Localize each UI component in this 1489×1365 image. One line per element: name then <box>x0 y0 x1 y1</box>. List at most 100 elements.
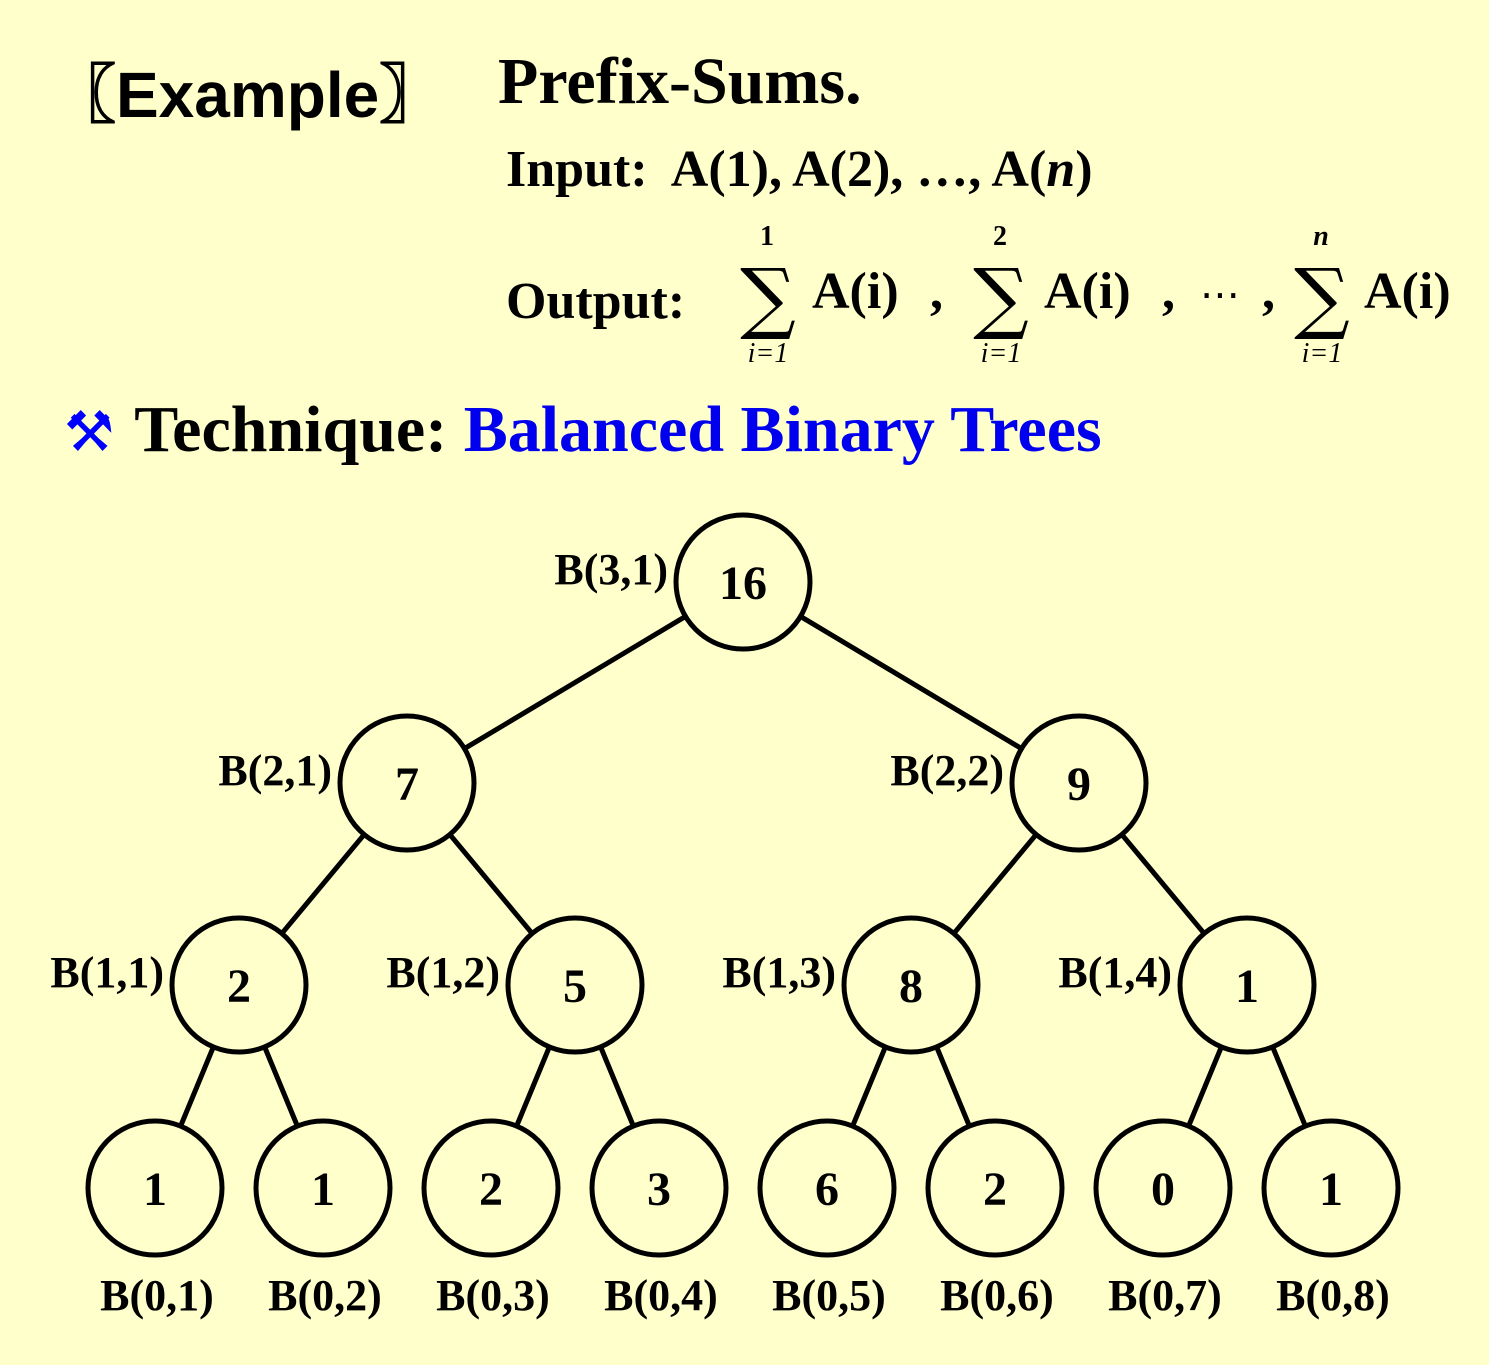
node-label: B(0,5) <box>772 1271 886 1320</box>
node-circle <box>337 713 477 853</box>
sigma-symbol: ∑ <box>740 253 796 343</box>
node-label: B(0,6) <box>940 1271 1054 1320</box>
tree-node: 9 B(2,2) <box>890 713 1149 853</box>
tree-edge-2-3-1 <box>1271 1047 1307 1126</box>
tree-node: 2 B(0,6) <box>925 1118 1065 1320</box>
node-label: B(0,1) <box>100 1271 214 1320</box>
node-value: 1 <box>1235 960 1259 1013</box>
summation-1: 1 ∑ i=1 A(i) , <box>740 221 943 369</box>
node-value: 7 <box>395 758 419 811</box>
node-circle <box>1009 713 1149 853</box>
node-value: 6 <box>815 1163 839 1216</box>
node-label: B(2,1) <box>218 746 332 795</box>
svg-text:i=1: i=1 <box>1302 338 1343 369</box>
svg-text:A(i): A(i) <box>1044 263 1131 320</box>
node-circle <box>85 1118 225 1258</box>
input-items: A(1), A(2), …, A(n) <box>670 141 1093 198</box>
node-value: 1 <box>311 1163 335 1216</box>
svg-text:i=1: i=1 <box>748 338 789 369</box>
node-label: B(2,2) <box>890 746 1004 795</box>
node-circle <box>841 915 981 1055</box>
sigma-symbol: ∑ <box>973 253 1029 343</box>
tree-edge-1-1-0 <box>953 834 1037 934</box>
svg-text:i=1: i=1 <box>981 338 1022 369</box>
summation-n: n ∑ i=1 A(i) <box>1294 221 1450 369</box>
tree-edge-2-3-0 <box>1187 1047 1223 1126</box>
node-value: 1 <box>143 1163 167 1216</box>
node-value: 9 <box>1067 758 1091 811</box>
node-circle <box>925 1118 1065 1258</box>
tree-edge-1-1-1 <box>1121 834 1205 934</box>
tree-node: 2 B(1,1) <box>50 915 309 1055</box>
tree-edge-2-1-1 <box>599 1047 635 1126</box>
svg-text:n: n <box>1313 221 1329 252</box>
node-value: 2 <box>479 1163 503 1216</box>
technique-line: ⚒ Technique: Balanced Binary Trees <box>64 392 1102 468</box>
page-title: Prefix-Sums. <box>498 45 862 118</box>
summation-2: 2 ∑ i=1 A(i) , <box>973 221 1175 369</box>
output-formula: Output: 1 ∑ i=1 A(i) , 2 ∑ i=1 A(i) , ⋯ … <box>506 221 1451 369</box>
node-value: 2 <box>983 1163 1007 1216</box>
technique-label: Technique: <box>134 393 448 466</box>
node-circle <box>169 915 309 1055</box>
node-circle <box>673 512 813 652</box>
node-circle <box>1093 1118 1233 1258</box>
tree-node: 5 B(1,2) <box>386 915 645 1055</box>
tree-node: 1 B(0,8) <box>1261 1118 1401 1320</box>
node-label: B(1,1) <box>50 948 164 997</box>
svg-text:1: 1 <box>760 221 774 252</box>
node-value: 5 <box>563 960 587 1013</box>
tree-edge-2-0-0 <box>179 1047 215 1126</box>
tree-node: 2 B(0,3) <box>421 1118 561 1320</box>
node-value: 3 <box>647 1163 671 1216</box>
node-value: 0 <box>1151 1163 1175 1216</box>
input-line: Input: A(1), A(2), …, A(n) <box>506 140 1093 199</box>
node-label: B(0,2) <box>268 1271 382 1320</box>
node-label: B(1,4) <box>1058 948 1172 997</box>
node-value: 16 <box>719 557 767 610</box>
svg-text:A(i): A(i) <box>812 263 899 320</box>
output-label: Output: <box>506 273 685 330</box>
node-label: B(0,3) <box>436 1271 550 1320</box>
node-circle <box>253 1118 393 1258</box>
node-circle <box>589 1118 729 1258</box>
sigma-symbol: ∑ <box>1294 253 1350 343</box>
node-circle <box>1261 1118 1401 1258</box>
tree-node: 8 B(1,3) <box>722 915 981 1055</box>
node-circle <box>505 915 645 1055</box>
node-label: B(0,4) <box>604 1271 718 1320</box>
node-label: B(0,7) <box>1108 1271 1222 1320</box>
node-circle <box>1177 915 1317 1055</box>
tree-edge-0-0-1 <box>800 615 1022 750</box>
tools-icon: ⚒ <box>64 400 115 465</box>
tree-node: 16 B(3,1) <box>554 512 813 652</box>
node-circle <box>421 1118 561 1258</box>
node-value: 2 <box>227 960 251 1013</box>
tree-edge-1-0-1 <box>449 834 533 934</box>
tree-node: 0 B(0,7) <box>1093 1118 1233 1320</box>
tree-edge-2-1-0 <box>515 1047 551 1126</box>
tree-node: 1 B(0,2) <box>253 1118 393 1320</box>
tree-node: 1 B(1,4) <box>1058 915 1317 1055</box>
svg-text:2: 2 <box>993 221 1007 252</box>
tree-edge-2-0-1 <box>263 1047 299 1126</box>
svg-text:,: , <box>1262 263 1275 320</box>
tree-node: 1 B(0,1) <box>85 1118 225 1320</box>
example-label: 〖Example〗 <box>52 59 444 131</box>
tree-node: 6 B(0,5) <box>757 1118 897 1320</box>
tree-node: 3 B(0,4) <box>589 1118 729 1320</box>
technique-value: Balanced Binary Trees <box>463 393 1102 466</box>
node-value: 1 <box>1319 1163 1343 1216</box>
node-label: B(0,8) <box>1276 1271 1390 1320</box>
tree-edge-1-0-0 <box>281 834 365 934</box>
svg-text:,: , <box>1162 263 1175 320</box>
tree-edge-2-2-1 <box>935 1047 971 1126</box>
node-label: B(3,1) <box>554 545 668 594</box>
ellipsis: ⋯ <box>1200 272 1240 318</box>
node-label: B(1,3) <box>722 948 836 997</box>
node-circle <box>757 1118 897 1258</box>
tree-node: 7 B(2,1) <box>218 713 477 853</box>
svg-text:A(i): A(i) <box>1364 263 1451 320</box>
svg-text:,: , <box>930 263 943 320</box>
